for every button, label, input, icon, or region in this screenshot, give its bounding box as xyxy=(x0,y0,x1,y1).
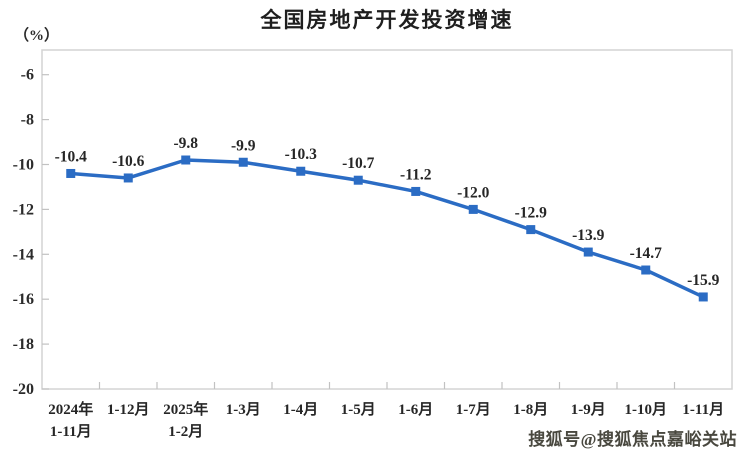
data-point-marker xyxy=(526,225,536,235)
data-point-marker xyxy=(123,173,133,183)
x-category-label: 1-10月 xyxy=(625,401,668,418)
x-category-label: 1-12月 xyxy=(107,401,150,418)
x-category-label: 1-6月 xyxy=(398,401,433,418)
data-point-marker xyxy=(641,265,651,275)
x-category-label: 1-11月 xyxy=(50,423,92,440)
y-tick-label: -6 xyxy=(21,67,34,84)
chart-title: 全国房地产开发投资增速 xyxy=(260,9,514,32)
x-category-label: 1-3月 xyxy=(226,401,261,418)
data-point-marker xyxy=(411,186,421,196)
x-category-label: 1-5月 xyxy=(341,401,376,418)
x-category-label: 1-4月 xyxy=(283,401,318,418)
data-point-marker xyxy=(66,168,76,178)
data-point-label: -10.3 xyxy=(285,146,318,163)
data-point-marker xyxy=(353,175,363,185)
data-point-label: -12.0 xyxy=(457,184,490,201)
x-category-label: 2024年 xyxy=(48,400,93,418)
y-tick-label: -12 xyxy=(13,201,34,218)
data-point-label: -10.4 xyxy=(55,148,88,165)
data-point-marker xyxy=(296,166,306,176)
data-point-label: -10.6 xyxy=(112,153,145,170)
data-point-label: -9.9 xyxy=(231,137,256,154)
x-category-label: 1-11月 xyxy=(682,401,724,418)
data-point-marker xyxy=(583,247,593,257)
x-category-label: 1-7月 xyxy=(456,401,491,418)
y-tick-label: -20 xyxy=(13,381,34,398)
data-point-label: -11.2 xyxy=(400,166,432,183)
data-point-marker xyxy=(698,292,708,302)
data-point-label: -14.7 xyxy=(630,245,663,262)
x-category-label: 1-2月 xyxy=(168,423,203,440)
y-tick-label: -14 xyxy=(13,246,34,263)
data-point-label: -10.7 xyxy=(342,155,375,172)
y-tick-label: -10 xyxy=(13,156,34,173)
data-point-marker xyxy=(468,204,478,214)
data-point-marker xyxy=(238,157,248,167)
data-point-label: -9.8 xyxy=(173,135,198,152)
y-axis-unit-label: （%） xyxy=(14,28,60,44)
data-point-label: -13.9 xyxy=(572,227,605,244)
y-tick-label: -16 xyxy=(13,291,34,308)
x-category-label: 2025年 xyxy=(163,400,208,418)
data-point-marker xyxy=(181,155,191,165)
x-category-label: 1-9月 xyxy=(571,401,606,418)
data-line xyxy=(70,158,704,299)
watermark: 搜狐号@搜狐焦点嘉峪关站 xyxy=(528,430,737,449)
x-category-label: 1-8月 xyxy=(513,401,548,418)
data-point-label: -12.9 xyxy=(515,205,548,222)
plot-border xyxy=(41,49,733,390)
y-tick-label: -18 xyxy=(13,336,34,353)
y-tick-label: -8 xyxy=(21,112,34,129)
data-point-label: -15.9 xyxy=(687,272,720,289)
